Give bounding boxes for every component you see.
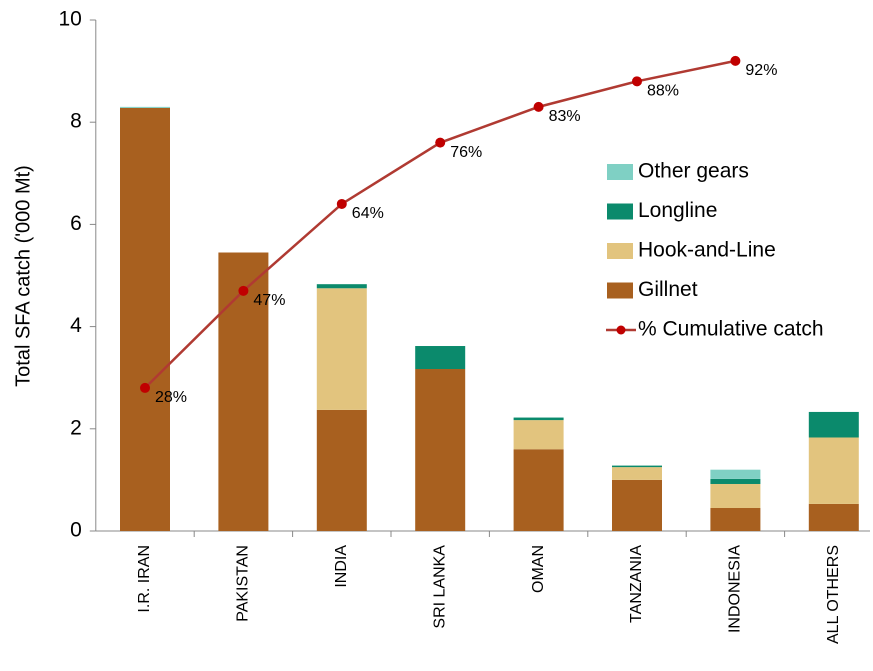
line-point xyxy=(238,285,249,296)
line-point xyxy=(435,137,446,148)
legend-label: % Cumulative catch xyxy=(638,318,824,341)
data-label: 88% xyxy=(647,83,679,100)
line-point xyxy=(140,382,150,393)
bar-segment xyxy=(710,508,761,531)
x-tick-label: OMAN xyxy=(530,545,547,593)
bar-segment xyxy=(415,346,466,370)
y-tick-label: 4 xyxy=(70,314,82,337)
bar-segment xyxy=(808,411,859,438)
x-tick-label: SRI LANKA xyxy=(431,545,448,629)
bar-segment xyxy=(612,479,662,531)
y-tick-label: 10 xyxy=(58,8,81,31)
bar-segment xyxy=(120,107,170,531)
bar-segment xyxy=(710,483,761,509)
bar-segment xyxy=(808,437,859,504)
bar-segment xyxy=(612,467,662,480)
line-point xyxy=(336,198,347,209)
legend-label: Other gears xyxy=(638,160,749,183)
legend-swatch xyxy=(607,203,633,220)
x-tick-label: INDIA xyxy=(333,545,350,588)
x-tick-label: I.R. IRAN xyxy=(136,545,153,613)
bar-segment xyxy=(218,252,269,531)
line-point xyxy=(533,101,544,112)
legend-swatch xyxy=(607,282,633,299)
data-label: 47% xyxy=(253,292,285,309)
bar-segment xyxy=(808,503,859,531)
y-tick-label: 6 xyxy=(70,212,82,235)
bar-segment xyxy=(513,449,564,531)
y-tick-label: 2 xyxy=(70,416,82,439)
x-tick-label: TANZANIA xyxy=(628,545,645,623)
bar-segment xyxy=(316,409,367,531)
legend-label: Hook-and-Line xyxy=(638,239,776,262)
legend-swatch xyxy=(607,243,633,259)
legend-marker xyxy=(616,325,626,335)
bar-segment xyxy=(612,465,662,468)
bar-segment xyxy=(415,369,466,531)
bar-segment xyxy=(316,288,367,410)
legend-label: Longline xyxy=(638,199,717,222)
bar-segment xyxy=(513,417,564,421)
bar-segment xyxy=(710,469,761,479)
y-tick-label: 0 xyxy=(70,519,82,542)
data-label: 28% xyxy=(155,389,187,406)
bar-segment xyxy=(710,478,761,484)
line-point xyxy=(730,55,741,66)
y-tick-label: 8 xyxy=(70,110,82,133)
legend-label: Gillnet xyxy=(638,278,698,301)
bar-segment xyxy=(120,106,170,108)
bar-segment xyxy=(513,420,564,450)
line-point xyxy=(632,76,642,87)
legend-swatch xyxy=(607,164,633,180)
data-label: 64% xyxy=(352,205,384,222)
data-label: 76% xyxy=(450,144,482,161)
bar-segment xyxy=(316,284,367,289)
y-axis-title: Total SFA catch ('000 Mt) xyxy=(12,165,34,387)
data-label: 83% xyxy=(549,108,581,125)
data-label: 92% xyxy=(745,62,777,79)
x-tick-label: PAKISTAN xyxy=(235,545,252,622)
x-tick-label: ALL OTHERS xyxy=(825,545,842,644)
x-tick-label: INDONESIA xyxy=(727,545,744,633)
